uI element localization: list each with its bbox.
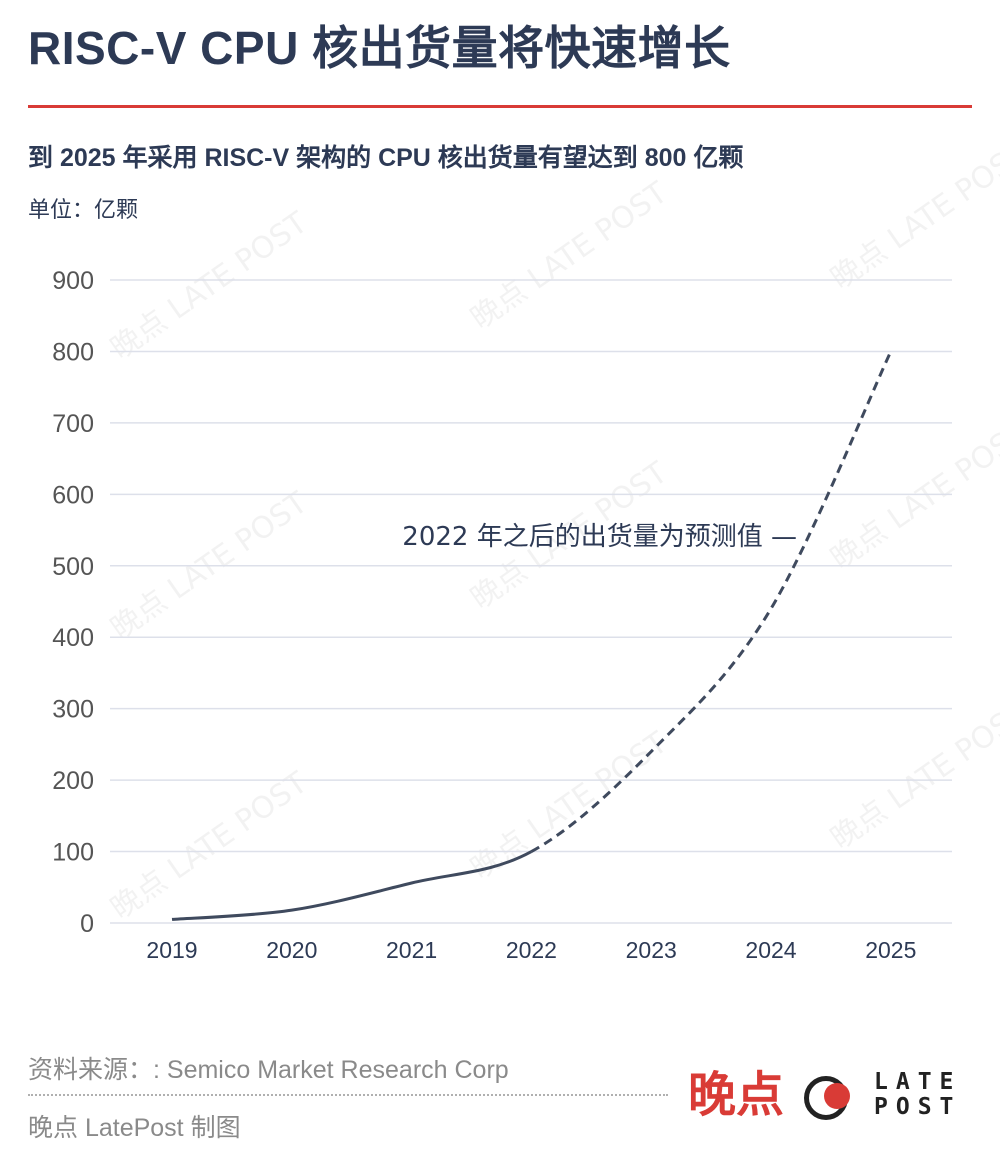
y-tick-label: 700 <box>52 410 94 438</box>
chart-title: RISC-V CPU 核出货量将快速增长 <box>28 22 731 74</box>
watermark: 晚点 LATE POST <box>825 135 1000 297</box>
logo-chinese: 晚点 <box>688 1069 785 1122</box>
y-tick-label: 800 <box>52 338 94 366</box>
x-tick-label: 2021 <box>386 937 437 963</box>
chart-subtitle: 到 2025 年采用 RISC-V 架构的 CPU 核出货量有望达到 800 亿… <box>28 144 744 172</box>
y-tick-label: 0 <box>80 910 94 938</box>
x-tick-label: 2024 <box>745 937 796 963</box>
x-tick-label: 2022 <box>506 937 557 963</box>
y-tick-label: 900 <box>52 267 94 295</box>
x-tick-label: 2025 <box>865 937 916 963</box>
y-tick-label: 200 <box>52 767 94 795</box>
line-chart: 晚点 LATE POST 晚点 LATE POST 晚点 LATE POST 晚点 L… <box>52 135 1000 963</box>
unit-label: 单位：亿颗 <box>28 197 139 222</box>
x-tick-label: 2020 <box>266 937 317 963</box>
footer-divider <box>28 1094 668 1096</box>
y-tick-label: 500 <box>52 553 94 581</box>
logo-en-line1: LATE <box>874 1069 962 1095</box>
actual-line <box>171 850 533 921</box>
latepost-logo: 晚点 LATE POST <box>688 1068 978 1128</box>
x-tick-label: 2019 <box>146 937 197 963</box>
y-tick-label: 400 <box>52 624 94 652</box>
source-note: 资料来源：: Semico Market Research Corp <box>28 1056 509 1084</box>
y-tick-label: 600 <box>52 481 94 509</box>
watermark: 晚点 LATE POST <box>105 765 315 927</box>
y-tick-label: 100 <box>52 839 94 867</box>
watermark: 晚点 LATE POST <box>465 175 675 337</box>
watermark: 晚点 LATE POST <box>825 695 1000 857</box>
title-divider <box>28 105 972 108</box>
x-tick-label: 2023 <box>626 937 677 963</box>
watermark: 晚点 LATE POST <box>105 205 315 367</box>
credit-note: 晚点 LatePost 制图 <box>28 1114 241 1142</box>
logo-dot-icon <box>824 1083 850 1109</box>
logo-english: LATE POST <box>874 1070 961 1120</box>
forecast-annotation: 2022 年之后的出货量为预测值 — <box>402 522 797 552</box>
logo-en-line2: POST <box>874 1094 962 1120</box>
watermark: 晚点 LATE POST <box>465 725 675 887</box>
y-tick-label: 300 <box>52 696 94 724</box>
